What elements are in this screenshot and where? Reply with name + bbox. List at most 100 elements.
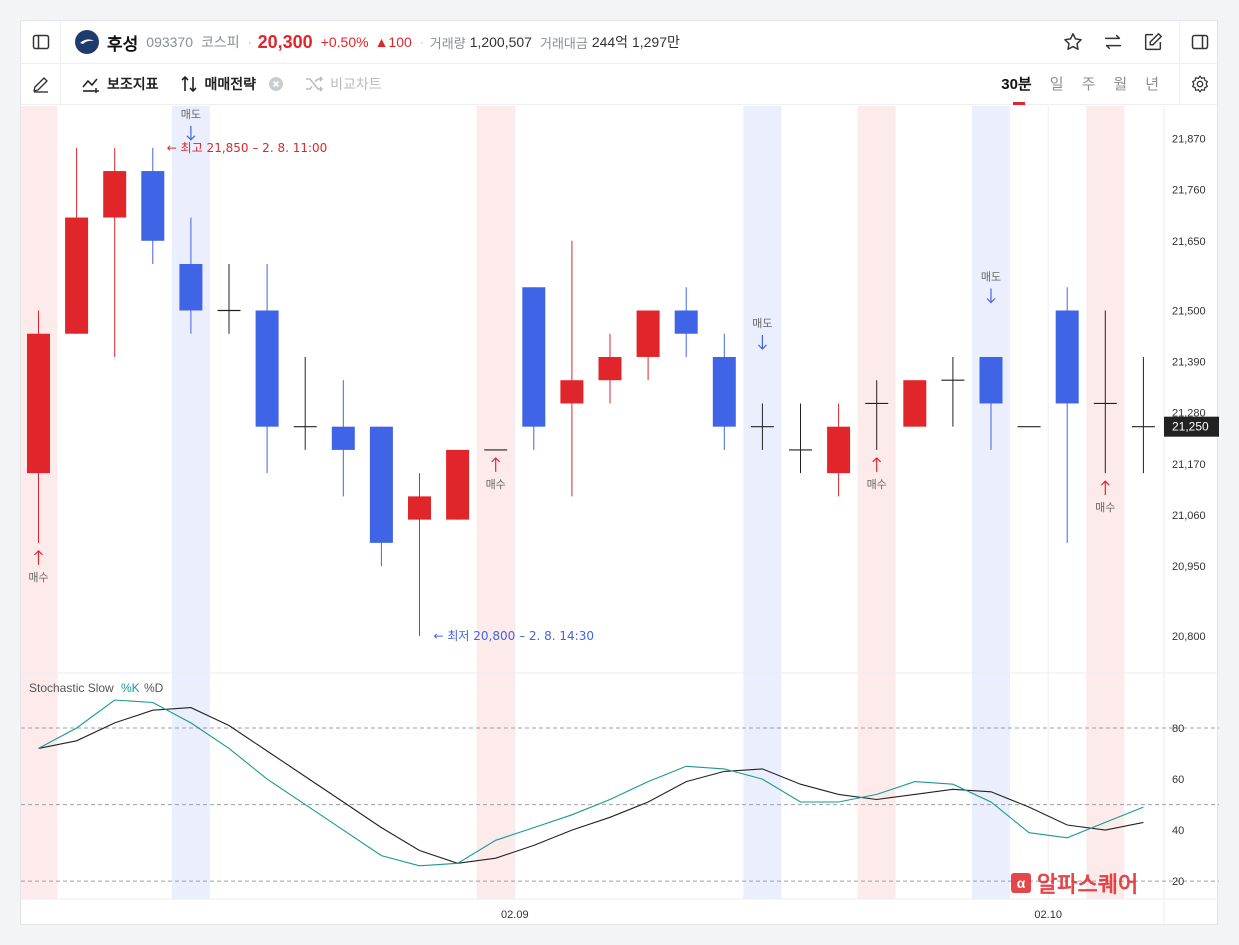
period-tab-2[interactable]: 주 xyxy=(1081,76,1096,93)
compare-chart-button[interactable]: 비교차트 xyxy=(304,74,382,94)
separator-dot: · xyxy=(247,35,252,49)
pen-icon xyxy=(32,77,48,93)
sidebar-toggle-button[interactable] xyxy=(21,21,61,63)
alphasquare-watermark: α 알파스퀘어 xyxy=(1011,867,1138,899)
stochastic-y-tick-label: 40 xyxy=(1172,825,1184,837)
x-tick-label: 02.10 xyxy=(1034,909,1062,921)
stock-code: 093370 xyxy=(146,34,193,50)
candle-body xyxy=(598,356,622,381)
favorite-button[interactable] xyxy=(1053,31,1093,53)
y-tick-label: 20,950 xyxy=(1172,561,1206,573)
buy-signal-label: 매수 xyxy=(28,571,48,584)
swap-arrows-icon xyxy=(1104,34,1122,50)
separator-dot: · xyxy=(419,35,424,49)
sell-signal-label: 매도 xyxy=(981,270,1001,283)
company-logo xyxy=(75,30,99,54)
strategy-arrows-icon xyxy=(179,74,199,94)
stochastic-d-legend: %D xyxy=(144,681,164,695)
y-tick-label: 21,760 xyxy=(1172,185,1206,197)
y-tick-label: 21,650 xyxy=(1172,236,1206,248)
stochastic-title: Stochastic Slow xyxy=(29,681,114,695)
candle-body xyxy=(141,171,165,241)
current-price: 20,300 xyxy=(257,31,313,52)
indicators-button[interactable]: 보조지표 xyxy=(81,74,159,94)
buy-signal-label: 매수 xyxy=(486,478,506,491)
stochastic-y-tick-label: 20 xyxy=(1172,876,1184,888)
clear-strategy-icon[interactable] xyxy=(268,76,284,92)
low-annotation: ← 최저 20,800 – 2. 8. 14:30 xyxy=(434,629,595,643)
y-tick-label: 21,390 xyxy=(1172,357,1206,369)
candle-body xyxy=(331,426,355,450)
y-tick-label: 21,170 xyxy=(1172,459,1206,471)
shuffle-icon xyxy=(304,75,324,93)
buy-arrow-icon xyxy=(491,457,501,472)
y-tick-label: 21,060 xyxy=(1172,510,1206,522)
candle-body xyxy=(827,426,851,474)
signal-band-sell xyxy=(743,106,782,899)
strategy-button[interactable]: 매매전략 xyxy=(179,74,285,94)
sell-arrow-icon xyxy=(986,288,996,304)
stochastic-y-tick-label: 60 xyxy=(1172,774,1184,786)
stochastic-k-line xyxy=(38,699,1144,867)
sell-signal-label: 매도 xyxy=(181,108,201,121)
period-tab-1[interactable]: 일 xyxy=(1049,76,1064,93)
panel-left-icon xyxy=(32,34,49,50)
change-percent: +0.50% xyxy=(320,34,369,50)
candle-body xyxy=(712,356,736,427)
right-panel-toggle-button[interactable] xyxy=(1179,21,1219,63)
edit-icon xyxy=(1144,33,1162,51)
candle-body xyxy=(522,287,546,427)
candle-body xyxy=(179,264,203,311)
buy-arrow-icon xyxy=(1100,480,1110,496)
signal-band-buy xyxy=(21,106,58,899)
candle-body xyxy=(255,310,279,427)
chart-area[interactable]: 21,87021,76021,65021,50021,39021,28021,1… xyxy=(21,21,1219,926)
period-tab-4[interactable]: 년 xyxy=(1145,76,1159,93)
candle-body xyxy=(65,217,89,334)
sell-arrow-icon xyxy=(186,125,196,141)
candle-body xyxy=(446,449,470,520)
candle-body xyxy=(979,356,1003,404)
indicators-label: 보조지표 xyxy=(107,76,159,92)
signal-band-buy xyxy=(476,106,515,899)
candle-body xyxy=(1055,310,1079,404)
y-tick-label: 20,800 xyxy=(1172,631,1206,643)
candle-body xyxy=(369,426,393,543)
buy-arrow-icon xyxy=(872,457,882,472)
candle-body xyxy=(903,380,927,427)
stochastic-d-line xyxy=(38,707,1144,864)
edit-button[interactable] xyxy=(1133,31,1173,53)
signal-band-buy xyxy=(1086,106,1125,899)
candle-body xyxy=(103,171,127,218)
buy-arrow-icon xyxy=(34,550,43,565)
gear-icon xyxy=(1191,75,1208,93)
stock-name: 후성 xyxy=(107,34,139,54)
sell-arrow-icon xyxy=(757,334,767,350)
current-price-tag xyxy=(1164,416,1219,437)
y-tick-label: 21,870 xyxy=(1172,134,1206,146)
amount-label: 거래대금 xyxy=(539,35,588,51)
settings-button[interactable] xyxy=(1179,64,1219,104)
panel-right-icon xyxy=(1191,34,1208,50)
chart-window: 21,870 21,760 21,650 21,500 21,390 21,280 21,1… xyxy=(20,20,1219,926)
x-tick-label: 02.09 xyxy=(501,909,529,921)
volume-label: 거래량 xyxy=(429,35,466,51)
buy-signal-label: 매수 xyxy=(867,478,887,491)
current-price-label: 21,250 xyxy=(1172,420,1209,434)
draw-tool-button[interactable] xyxy=(21,64,61,104)
sell-signal-label: 매도 xyxy=(752,317,772,330)
buy-signal-label: 매수 xyxy=(1095,501,1115,514)
high-annotation: ← 최고 21,850 – 2. 8. 11:00 xyxy=(167,141,327,155)
alpha-logo-icon: α xyxy=(1011,873,1031,893)
period-tab-0[interactable]: 30분 xyxy=(1001,64,1032,105)
candle-body xyxy=(27,333,50,474)
stochastic-y-tick-label: 80 xyxy=(1172,723,1184,735)
swap-button[interactable] xyxy=(1093,31,1133,53)
period-tab-3[interactable]: 월 xyxy=(1113,76,1128,93)
candle-body xyxy=(674,310,698,334)
stock-header: 후성 093370 코스피 · 20,300 +0.50% ▲100 · 거래량… xyxy=(21,21,1219,64)
period-tabs: 30분 일 주 월 년 xyxy=(983,64,1159,105)
indicator-chart-icon xyxy=(81,75,101,93)
candle-body xyxy=(408,496,431,520)
amount-value: 244억 1,297만 xyxy=(591,34,680,50)
